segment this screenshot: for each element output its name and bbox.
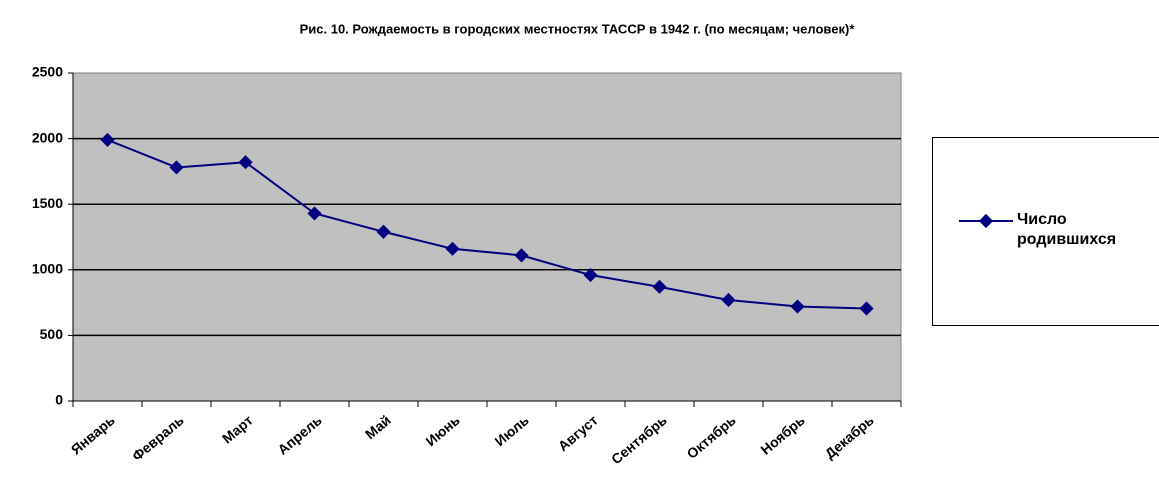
- y-tick-label: 2000: [32, 129, 63, 145]
- data-point: [859, 301, 874, 316]
- x-tick-label: Октябрь: [684, 412, 740, 462]
- x-tick-label: Февраль: [129, 412, 187, 464]
- series-line: [107, 138, 867, 310]
- data-point: [445, 241, 460, 256]
- x-tick-label: Декабрь: [822, 412, 877, 462]
- data-point: [721, 292, 736, 308]
- data-point: [514, 248, 529, 263]
- x-tick-label: Сентябрь: [608, 412, 670, 468]
- plot-area: [72, 72, 902, 402]
- x-tick-label: Апрель: [274, 412, 325, 458]
- x-tick-label: Май: [362, 412, 394, 442]
- legend-swatch: [959, 213, 1013, 229]
- data-point: [583, 267, 598, 283]
- legend: Число родившихся: [932, 137, 1159, 326]
- y-tick-label: 500: [40, 326, 64, 342]
- data-point: [790, 299, 805, 314]
- data-point: [307, 206, 322, 221]
- data-point: [376, 224, 391, 239]
- x-tick-label: Июль: [492, 412, 533, 450]
- x-tick-label: Январь: [68, 412, 118, 458]
- y-tick-label: 1500: [32, 195, 63, 211]
- x-tick-label: Август: [555, 412, 601, 454]
- x-tick-label: Ноябрь: [757, 412, 808, 458]
- legend-label: Число родившихся: [1017, 211, 1117, 248]
- chart-title: Рис. 10. Рождаемость в городских местнос…: [300, 21, 856, 36]
- data-point: [238, 155, 253, 170]
- x-tick-label: Июнь: [423, 412, 464, 450]
- data-point: [652, 279, 667, 294]
- y-tick-label: 1000: [32, 261, 63, 277]
- y-tick-label: 0: [55, 392, 63, 408]
- data-point: [169, 160, 184, 175]
- x-tick-label: Март: [219, 412, 256, 447]
- y-tick-label: 2500: [32, 64, 63, 80]
